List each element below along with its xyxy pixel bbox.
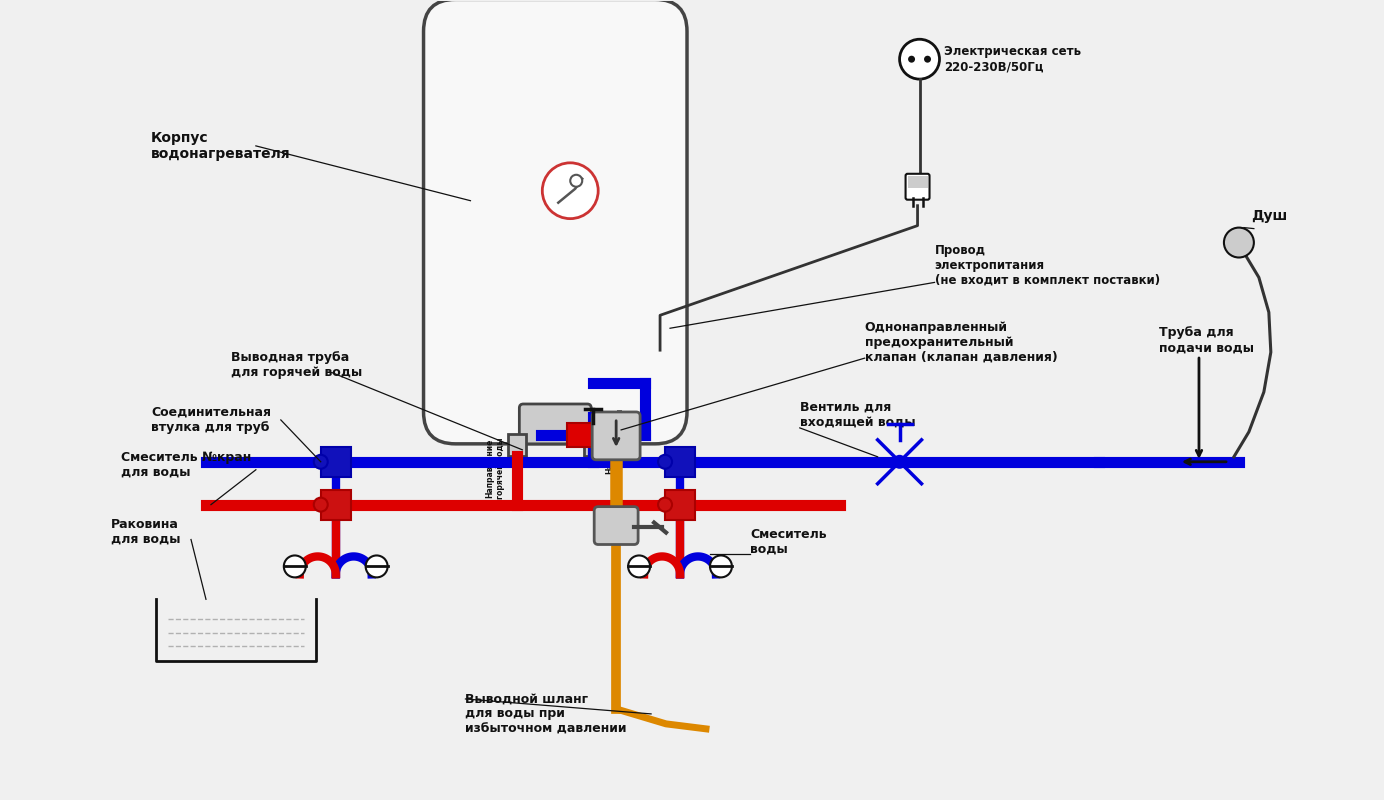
Text: Корпус
водонагревателя: Корпус водонагревателя — [151, 130, 291, 161]
Text: Направление
горячей воды: Направление горячей воды — [486, 438, 505, 499]
Text: Смеситель
воды: Смеситель воды — [750, 527, 826, 555]
FancyBboxPatch shape — [424, 0, 686, 444]
Circle shape — [900, 39, 940, 79]
Circle shape — [1223, 228, 1254, 258]
Bar — [321, 447, 350, 477]
Circle shape — [570, 174, 583, 186]
Circle shape — [908, 56, 915, 62]
Circle shape — [628, 555, 650, 578]
Text: Смеситель №кран
для воды: Смеситель №кран для воды — [122, 450, 252, 478]
Circle shape — [365, 555, 388, 578]
FancyBboxPatch shape — [905, 174, 930, 200]
Circle shape — [893, 455, 907, 469]
Text: Провод
электропитания
(не входит в комплект поставки): Провод электропитания (не входит в компл… — [934, 244, 1160, 287]
FancyBboxPatch shape — [594, 506, 638, 545]
Text: Направление
холодной воды: Направление холодной воды — [605, 410, 624, 478]
Bar — [567, 423, 619, 447]
Bar — [666, 490, 695, 519]
Circle shape — [284, 555, 306, 578]
Circle shape — [710, 555, 732, 578]
Bar — [567, 423, 619, 447]
Bar — [321, 490, 350, 519]
Text: Выводная труба
для горячей воды: Выводная труба для горячей воды — [231, 351, 363, 379]
Bar — [666, 447, 695, 477]
Circle shape — [925, 56, 931, 62]
Text: Электрическая сеть
220-230В/50Гц: Электрическая сеть 220-230В/50Гц — [944, 45, 1082, 73]
FancyBboxPatch shape — [592, 412, 641, 460]
Text: Труба для
подачи воды: Труба для подачи воды — [1158, 326, 1254, 354]
Text: Раковина
для воды: Раковина для воды — [111, 518, 181, 546]
Text: Однонаправленный
предохранительный
клапан (клапан давления): Однонаправленный предохранительный клапа… — [865, 321, 1057, 364]
Text: Душ: Душ — [1251, 209, 1287, 222]
Circle shape — [657, 455, 673, 469]
Circle shape — [314, 498, 328, 512]
Text: Вентиль для
входящей воды: Вентиль для входящей воды — [800, 401, 915, 429]
Bar — [508, 434, 526, 456]
Circle shape — [657, 498, 673, 512]
Bar — [584, 434, 602, 456]
FancyBboxPatch shape — [519, 404, 591, 444]
Circle shape — [314, 455, 328, 469]
Bar — [908, 176, 927, 188]
Text: Выводной шланг
для воды при
избыточном давлении: Выводной шланг для воды при избыточном д… — [465, 693, 627, 735]
Text: Соединительная
втулка для труб: Соединительная втулка для труб — [151, 406, 271, 434]
Circle shape — [543, 163, 598, 218]
